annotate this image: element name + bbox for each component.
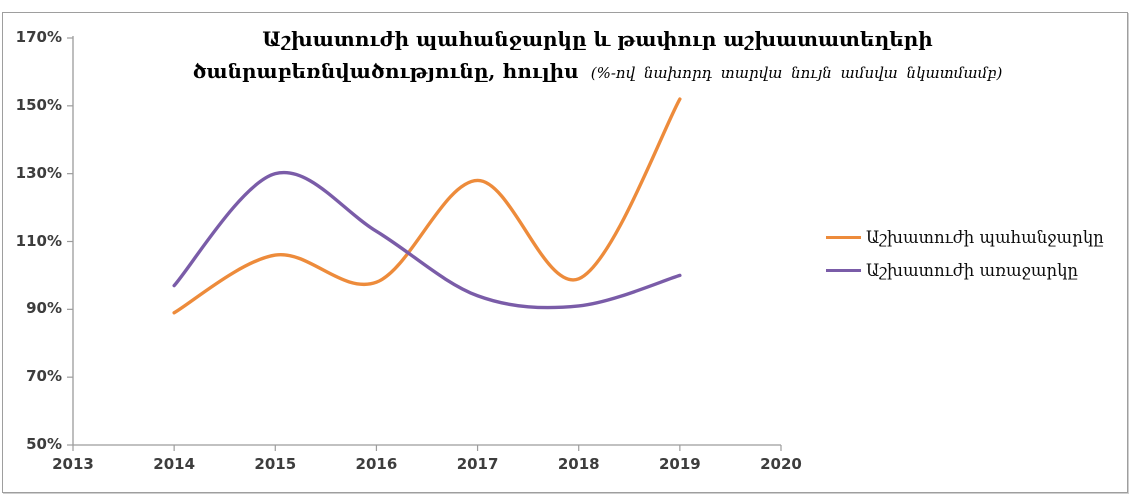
legend-line-swatch — [826, 235, 861, 239]
legend-label: Աշխատուժի առաջարկը — [866, 260, 1079, 280]
y-tick-label: 150% — [15, 95, 62, 114]
x-tick-label: 2013 — [52, 455, 94, 473]
x-tick-label: 2018 — [557, 455, 600, 473]
y-tick-label: 70% — [26, 367, 62, 386]
x-tick-label: 2014 — [153, 455, 196, 473]
chart-title-subtitle-italic: (%-ով նախորդ տարվա նույն ամսվա նկատմամբ) — [590, 64, 1003, 82]
y-tick-label: 90% — [26, 299, 62, 318]
x-tick-label: 2020 — [760, 455, 802, 473]
chart-title-line2: ծանրաբեռնվածությունը, հուլիս (%-ով նախոր… — [60, 55, 1135, 90]
x-tick-label: 2019 — [658, 455, 701, 473]
legend-line-swatch — [826, 268, 861, 272]
series-line-1 — [172, 170, 682, 310]
y-tick-label: 110% — [15, 231, 62, 250]
y-tick-label: 50% — [26, 435, 62, 453]
x-tick-label: 2016 — [355, 455, 398, 473]
legend: Աշխատուժի պահանջարկը Աշխատուժի առաջարկը — [826, 223, 1104, 289]
series-line-0 — [172, 97, 682, 315]
chart-title-line1: Աշխատուժի պահանջարկը և թափուր աշխատատեղե… — [262, 27, 933, 51]
y-tick-label: 130% — [15, 163, 62, 182]
x-tick-label: 2015 — [254, 455, 297, 473]
chart-title-line2-bold: ծանրաբեռնվածությունը, հուլիս — [192, 59, 579, 83]
y-tick-label: 170% — [15, 28, 62, 46]
legend-item-1: Աշխատուժի առաջարկը — [826, 256, 1104, 284]
legend-label: Աշխատուժի պահանջարկը — [866, 227, 1104, 247]
chart-title: Աշխատուժի պահանջարկը և թափուր աշխատատեղե… — [60, 23, 1135, 90]
x-tick-label: 2017 — [456, 455, 499, 473]
legend-item-0: Աշխատուժի պահանջարկը — [826, 223, 1104, 251]
